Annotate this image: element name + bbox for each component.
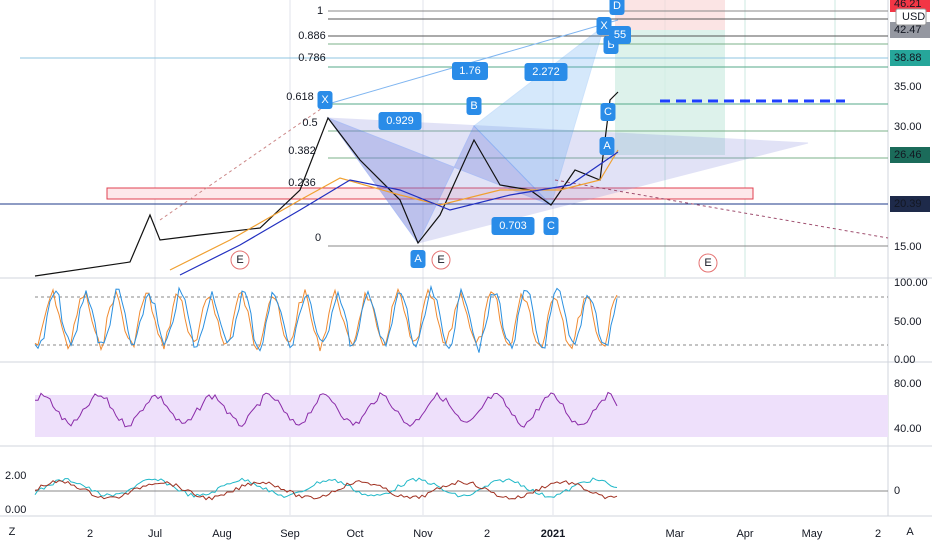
pattern-tag	[466, 97, 482, 115]
price-line	[34, 91, 619, 277]
target-zone	[615, 30, 725, 155]
pattern-label: X	[321, 94, 329, 106]
price-label: 38.88	[894, 52, 922, 64]
price-label: 46.21	[894, 0, 922, 10]
pattern-label: D	[613, 0, 621, 12]
time-label: 2	[484, 528, 490, 540]
stoch-label: 0.00	[894, 354, 915, 366]
toolbar-button[interactable]: A	[906, 526, 914, 538]
event-label: E	[236, 254, 243, 266]
event-marker	[698, 253, 718, 273]
xabcd-pattern	[326, 116, 552, 244]
price-label: 30.00	[894, 121, 922, 133]
pattern-tag	[609, 26, 631, 44]
pattern-tag	[596, 17, 612, 35]
price-label: 42.47	[894, 24, 922, 36]
price-tag	[890, 50, 930, 66]
price-tag	[890, 196, 930, 212]
ma-orange	[169, 149, 619, 271]
price-label: 35.00	[894, 81, 922, 93]
fib-label: 0.382	[288, 145, 316, 157]
price-tag	[890, 22, 930, 38]
pattern-tag	[609, 0, 625, 15]
time-label: Aug	[212, 528, 232, 540]
pattern-tag	[378, 112, 422, 130]
stoch-k	[34, 284, 618, 353]
pattern-label: C	[604, 106, 612, 118]
time-label: 2	[87, 528, 93, 540]
time-label: 2	[875, 528, 881, 540]
pattern-label: C	[547, 220, 555, 232]
fib-label: 0	[315, 232, 321, 244]
pattern-label: A	[414, 253, 422, 265]
rsi-label: 40.00	[894, 423, 922, 435]
fib-label: 0.886	[298, 30, 326, 42]
stoch-label: 50.00	[894, 316, 922, 328]
pattern-tag	[491, 217, 535, 235]
macd-line	[34, 479, 618, 501]
time-label: Oct	[346, 528, 363, 540]
pattern-tag	[317, 91, 333, 109]
fib-label: 0.618	[286, 91, 314, 103]
price-label: 20.39	[894, 198, 922, 210]
pattern-label: 0.929	[386, 115, 414, 127]
time-label: Nov	[413, 528, 433, 540]
rsi-label: 80.00	[894, 378, 922, 390]
price-label: 26.46	[894, 149, 922, 161]
pattern-label: A	[603, 140, 611, 152]
time-label: May	[802, 528, 823, 540]
time-label: 2021	[541, 528, 565, 540]
rsi-line	[35, 391, 618, 428]
time-label: Mar	[666, 528, 685, 540]
rsi-band	[35, 395, 888, 437]
macd-label: 0	[894, 485, 900, 497]
time-label: Jul	[148, 528, 162, 540]
price-label: 15.00	[894, 241, 922, 253]
toolbar-button[interactable]: Z	[9, 526, 16, 538]
fib-label: 1	[317, 5, 323, 17]
pattern-label: B	[607, 39, 614, 51]
time-label: Sep	[280, 528, 300, 540]
trend-line	[159, 103, 329, 221]
event-label: E	[704, 257, 711, 269]
support-zone	[106, 187, 754, 200]
time-label: Apr	[736, 528, 753, 540]
stop-zone	[615, 0, 725, 30]
macd-left-label: 0.00	[5, 504, 26, 516]
pattern-label: 1.76	[459, 65, 480, 77]
pattern-tag	[410, 250, 426, 268]
fib-label: 0.5	[302, 117, 317, 129]
macd-signal	[34, 477, 618, 498]
event-label: E	[437, 254, 444, 266]
macd-left-label: 2.00	[5, 470, 26, 482]
price-tag	[890, 147, 930, 163]
event-marker	[230, 250, 250, 270]
stoch-d	[34, 287, 618, 352]
stoch-label: 100.00	[894, 277, 928, 289]
currency: USD	[902, 11, 925, 23]
currency-box	[895, 8, 927, 26]
pattern-tag	[543, 217, 559, 235]
trend-line	[554, 179, 889, 239]
pattern-tag	[524, 63, 568, 81]
pattern-label: 55	[614, 29, 626, 41]
fib-label: 0.236	[288, 177, 316, 189]
pattern-label: B	[470, 100, 477, 112]
pattern-tag	[452, 62, 488, 80]
ma-blue	[179, 151, 619, 276]
event-marker	[431, 250, 451, 270]
fib-label: 0.786	[298, 52, 326, 64]
pattern-label: X	[600, 20, 608, 32]
pattern-label: 0.703	[499, 220, 527, 232]
pattern-tag	[599, 137, 615, 155]
pattern-tag	[600, 103, 616, 121]
pattern-label: 2.272	[532, 66, 560, 78]
